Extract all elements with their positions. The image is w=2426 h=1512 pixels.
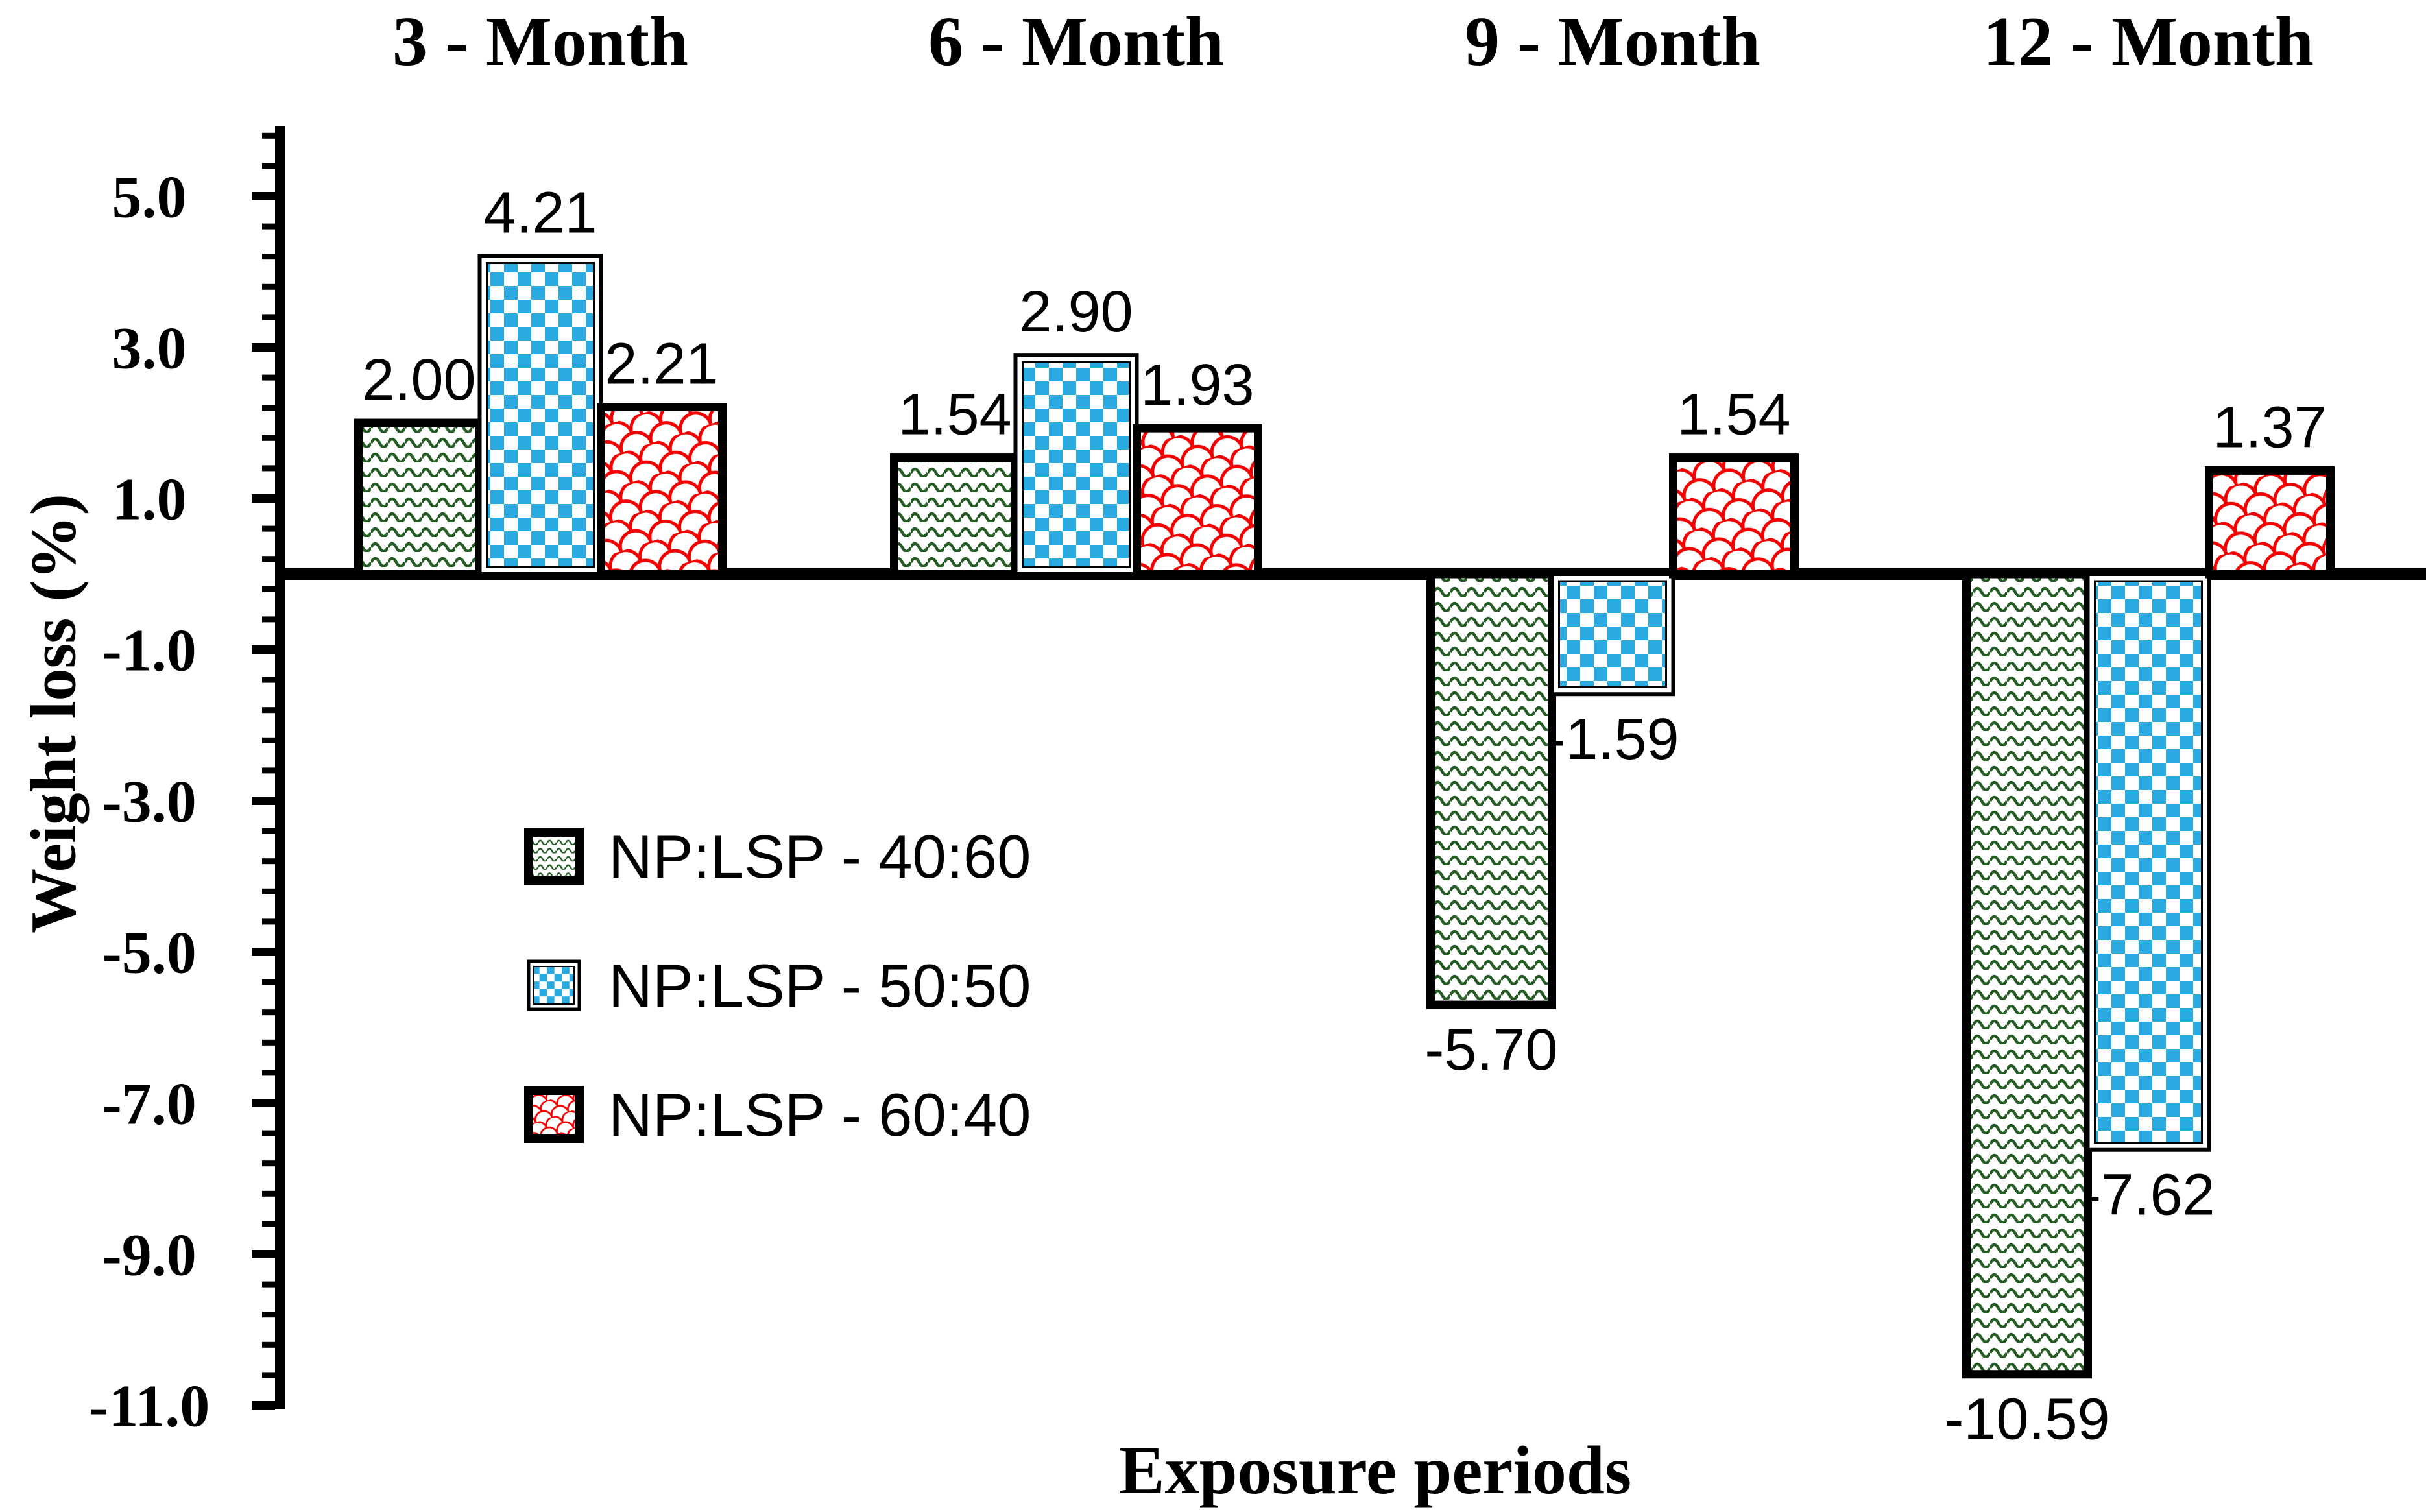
y-axis-minor-tick: [262, 707, 275, 714]
y-axis-minor-tick: [262, 1039, 275, 1046]
legend-item: NP:LSP - 60:40: [524, 1081, 1031, 1149]
bar: [2205, 466, 2335, 579]
bar-value-label: 2.90: [1019, 280, 1133, 344]
bar-value-label: -7.62: [2082, 1163, 2215, 1228]
x-axis-title: Exposure periods: [1118, 1432, 1632, 1508]
y-axis-minor-tick: [262, 223, 275, 230]
bar-value-label: 1.37: [2213, 395, 2326, 460]
x-axis-baseline: [275, 568, 2426, 580]
y-axis-major-tick: [252, 343, 275, 352]
y-axis-tick-label: -5.0: [102, 920, 197, 986]
category-header: 9 - Month: [1465, 3, 1760, 80]
bar-value-label: 2.00: [362, 348, 475, 413]
y-axis-minor-tick: [262, 1221, 275, 1227]
y-axis-minor-tick: [262, 374, 275, 381]
bar-fill: [2094, 580, 2203, 1144]
y-axis-minor-tick: [262, 1130, 275, 1136]
legend-label: NP:LSP - 40:60: [608, 822, 1031, 891]
legend: NP:LSP - 40:60 NP:LSP - 50:50 NP:LSP - 60:…: [524, 822, 1031, 1149]
legend-swatch-icon: [524, 1086, 584, 1143]
y-axis-minor-tick: [262, 283, 275, 290]
y-axis-major-tick: [252, 948, 275, 956]
bar-value-label: -10.59: [1944, 1387, 2109, 1452]
bar-value-label: 4.21: [483, 181, 597, 246]
y-axis-minor-tick: [262, 677, 275, 683]
y-axis-minor-tick: [262, 314, 275, 320]
y-axis-minor-tick: [262, 405, 275, 411]
y-axis-tick-label: -1.0: [102, 618, 197, 684]
y-axis-tick-label: 1.0: [112, 466, 187, 533]
category-header: 12 - Month: [1983, 3, 2314, 80]
y-axis-major-tick: [252, 1250, 275, 1258]
bar: [354, 418, 484, 579]
y-axis-minor-tick: [262, 163, 275, 169]
y-axis-tick-label: -9.0: [102, 1222, 197, 1288]
y-axis-major-tick: [252, 494, 275, 503]
bar-value-label: 1.93: [1140, 353, 1254, 418]
bar-value-label: -5.70: [1424, 1018, 1557, 1083]
y-axis-minor-tick: [262, 1070, 275, 1076]
y-axis-line: [275, 126, 285, 1409]
y-axis-minor-tick: [262, 556, 275, 562]
y-axis-minor-tick: [262, 465, 275, 472]
bar-value-label: 2.21: [605, 332, 718, 397]
y-axis-minor-tick: [262, 737, 275, 743]
y-axis-minor-tick: [262, 1341, 275, 1348]
y-axis-title: Weight loss (%): [17, 494, 90, 933]
y-axis-minor-tick: [262, 1372, 275, 1378]
y-axis-minor-tick: [262, 1009, 275, 1016]
category-header: 3 - Month: [392, 3, 688, 80]
bar-value-label: -1.59: [1546, 707, 1679, 772]
y-axis-minor-tick: [262, 858, 275, 865]
bar-fill: [1558, 580, 1667, 688]
y-axis-tick-label: -7.0: [102, 1071, 197, 1137]
y-axis-minor-tick: [262, 1281, 275, 1288]
y-axis-tick-label: 5.0: [112, 164, 187, 230]
y-axis-tick-label: 3.0: [112, 315, 187, 381]
y-axis-major-tick: [252, 797, 275, 805]
bar: [890, 453, 1020, 579]
y-axis-minor-tick: [262, 254, 275, 260]
legend-swatch-fill: [533, 966, 575, 1005]
y-axis-tick-label: -11.0: [89, 1373, 210, 1439]
bar-value-label: 1.54: [898, 383, 1011, 448]
y-axis-minor-tick: [262, 888, 275, 894]
bar: [1133, 424, 1262, 579]
bar-fill: [1022, 361, 1131, 568]
legend-label: NP:LSP - 60:40: [608, 1081, 1031, 1149]
y-axis-minor-tick: [262, 616, 275, 623]
y-axis-major-tick: [252, 192, 275, 200]
y-axis-major-tick: [252, 1099, 275, 1107]
y-axis-minor-tick: [262, 767, 275, 774]
y-axis-minor-tick: [262, 435, 275, 441]
y-axis-minor-tick: [262, 586, 275, 592]
legend-swatch-icon: [524, 828, 584, 885]
y-axis-minor-tick: [262, 828, 275, 834]
y-axis-major-tick: [252, 645, 275, 654]
y-axis-major-tick: [252, 1401, 275, 1410]
bar: [1669, 453, 1799, 579]
legend-item: NP:LSP - 50:50: [527, 952, 1031, 1020]
y-axis-minor-tick: [262, 132, 275, 139]
legend-label: NP:LSP - 50:50: [608, 952, 1031, 1020]
y-axis-minor-tick: [262, 1160, 275, 1167]
y-axis-minor-tick: [262, 1312, 275, 1318]
bar: [1426, 570, 1556, 1009]
bar-fill: [486, 262, 595, 568]
y-axis-tick-label: -3.0: [102, 769, 197, 835]
bar: [597, 403, 727, 579]
y-axis-minor-tick: [262, 1190, 275, 1197]
bar-value-label: 1.54: [1677, 383, 1790, 448]
category-header: 6 - Month: [928, 3, 1224, 80]
y-axis-minor-tick: [262, 918, 275, 925]
y-axis-minor-tick: [262, 525, 275, 532]
y-axis-minor-tick: [262, 979, 275, 985]
legend-item: NP:LSP - 40:60: [524, 822, 1031, 891]
bar: [1962, 570, 2092, 1379]
